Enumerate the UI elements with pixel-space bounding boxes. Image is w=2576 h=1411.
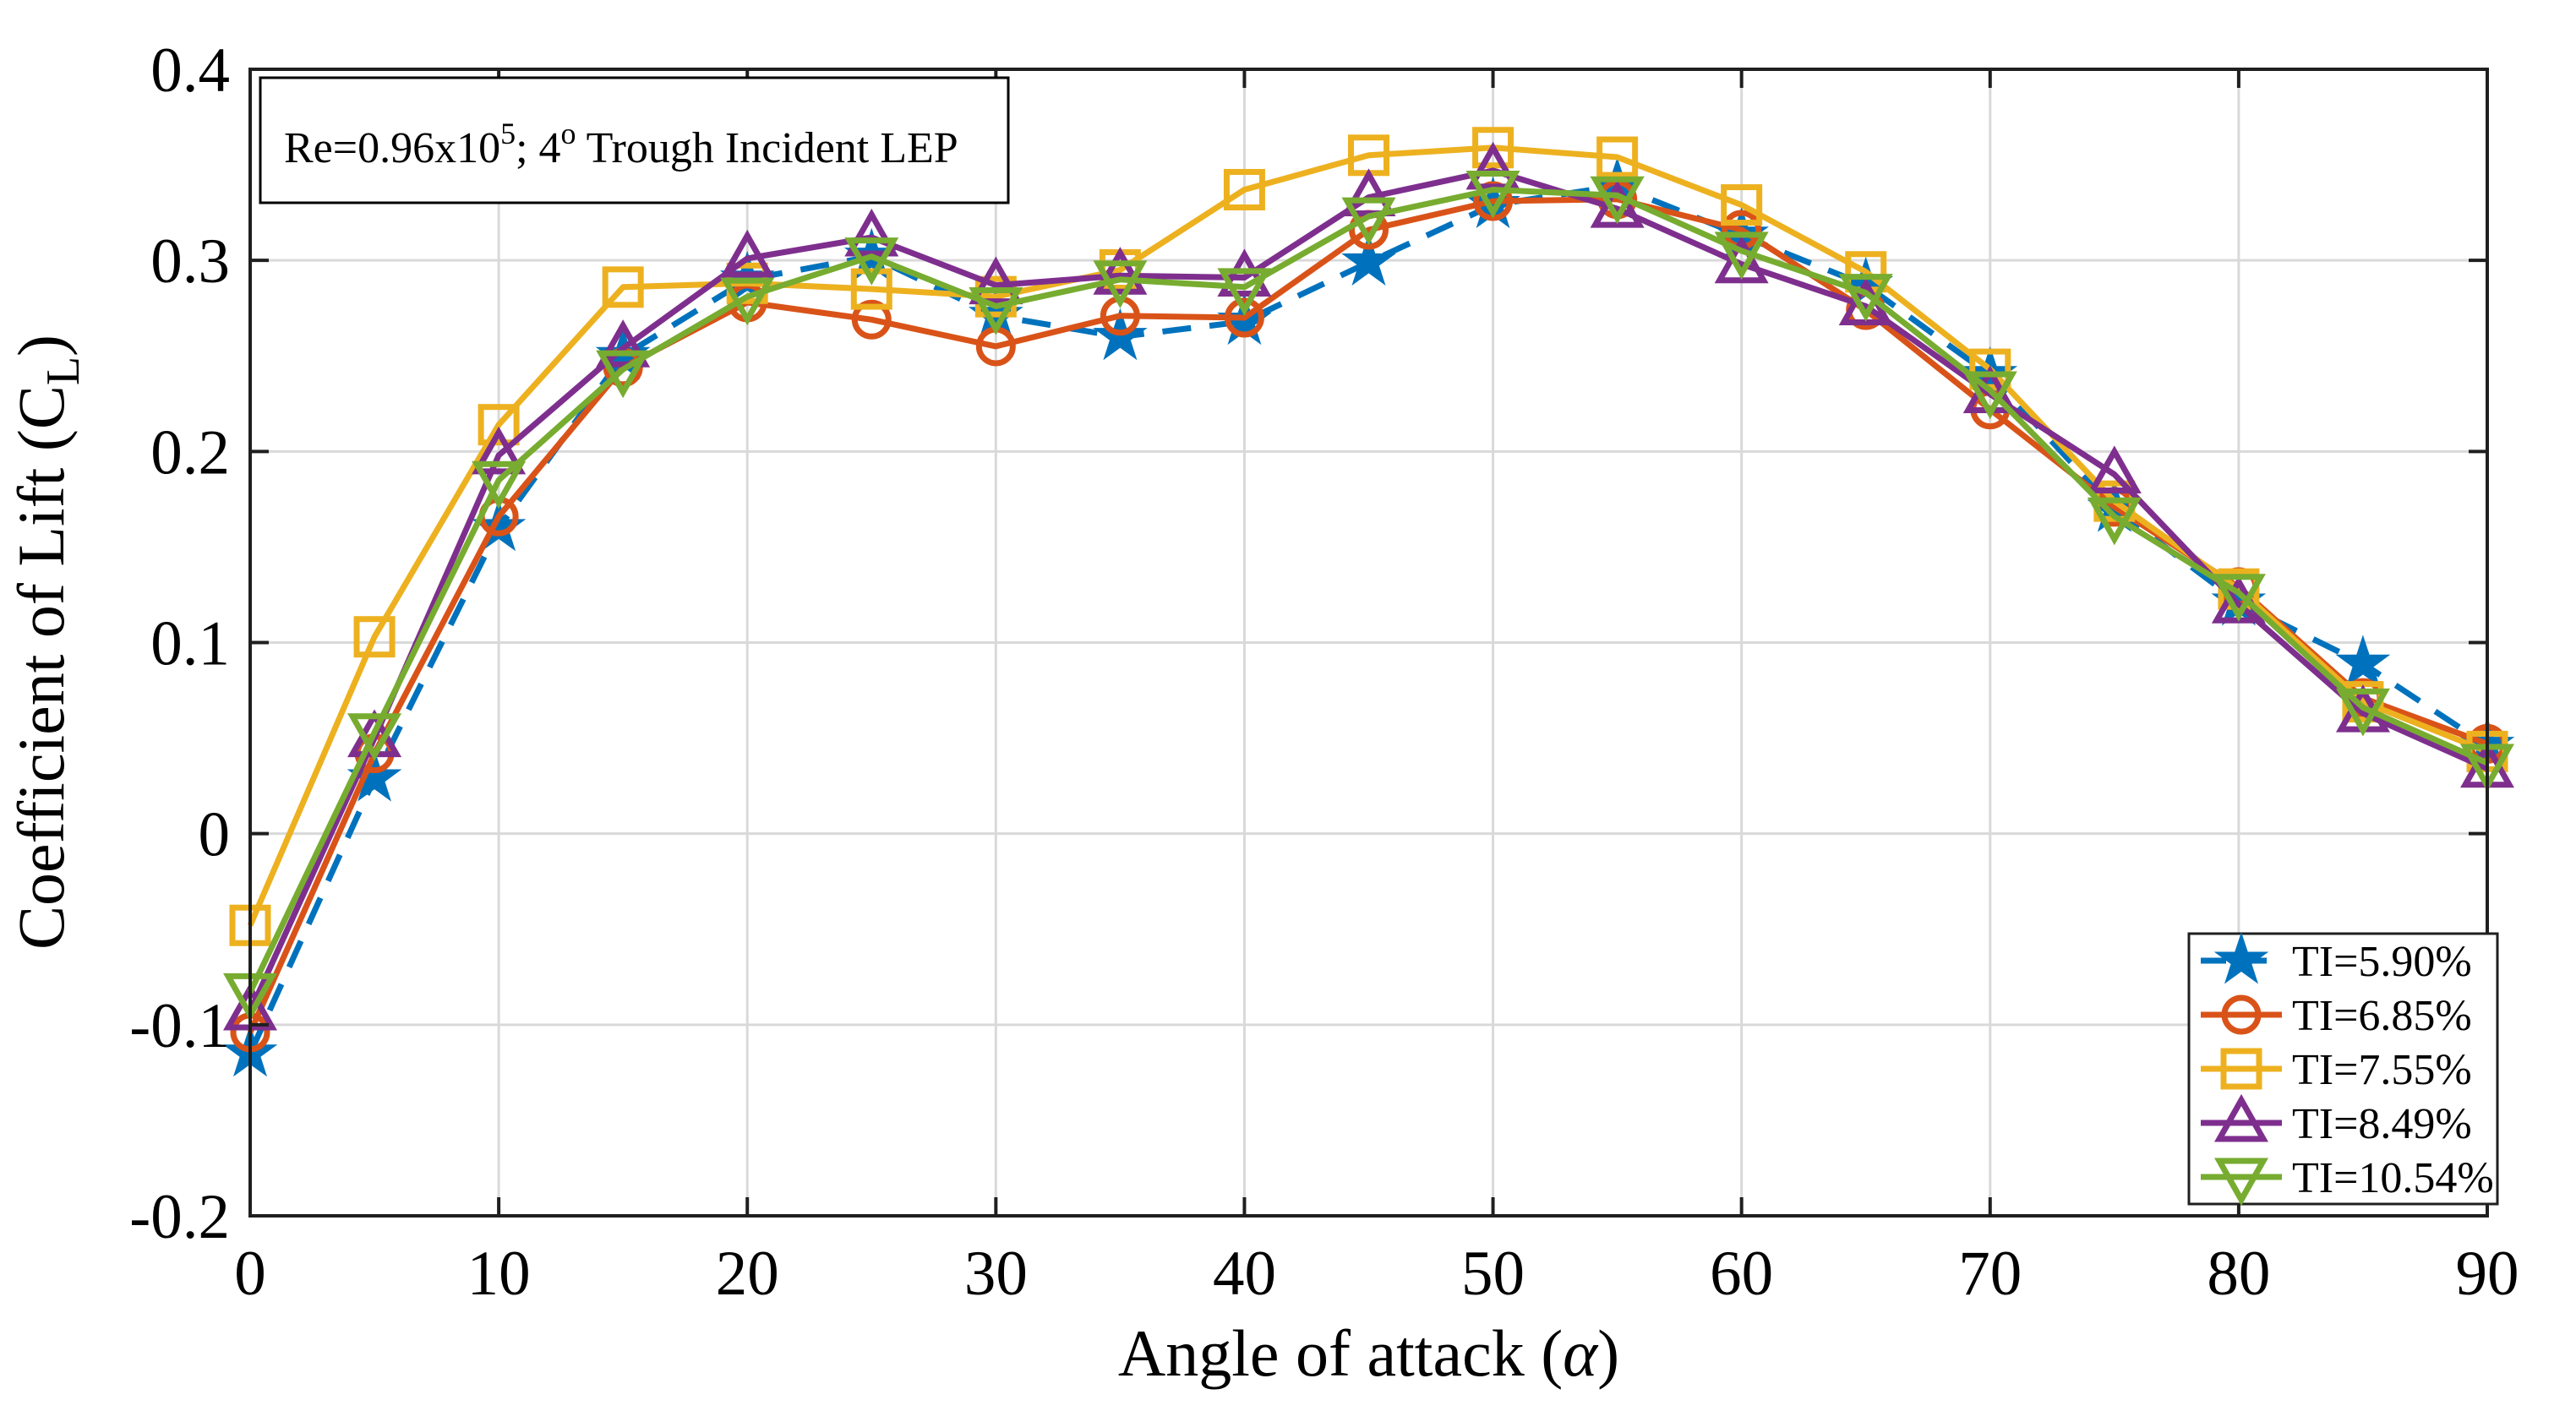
alpha-symbol: α: [1563, 1316, 1599, 1390]
x-tick-label-0: 0: [234, 1239, 266, 1309]
y-tick-label--0.1: -0.1: [129, 991, 230, 1061]
triangle-down-marker: [1838, 274, 1893, 322]
square-marker: [1596, 136, 1639, 178]
legend-label: TI=10.54%: [2292, 1154, 2494, 1202]
square-marker: [1845, 251, 1887, 293]
triangle-down-marker: [844, 237, 899, 286]
y-tick-label-0.4: 0.4: [150, 35, 230, 106]
tick-labels: 0 10 20 30 40 50 60 70 80 90 -0.2 -0.1 0 0.1 0.2 0.3 0.4: [129, 35, 2519, 1309]
triangle-up-marker: [1217, 248, 1272, 297]
triangle-down-marker: [472, 460, 527, 509]
triangle-down-marker: [596, 350, 651, 399]
legend-entry-TI=10.54%: TI=10.54%: [2201, 1154, 2494, 1207]
triangle-up-marker: [1714, 235, 1769, 284]
triangle-down-marker: [2087, 497, 2142, 546]
x-axis-label: Angle of attack (α): [1118, 1316, 1619, 1390]
circle-marker: [1224, 297, 1264, 338]
series-TI=5.90%: [222, 157, 2515, 1077]
annotation-base1: Re=0.96x10: [284, 124, 500, 172]
triangle-down-marker: [1465, 170, 1520, 219]
x-tick-label-20: 20: [716, 1239, 779, 1309]
annotation-base2: ; 4: [516, 124, 560, 172]
x-axis-label-text: Angle of attack (: [1118, 1316, 1563, 1390]
triangle-down-marker: [1714, 232, 1769, 280]
series-layer: [222, 127, 2515, 1077]
triangle-up-marker: [1465, 141, 1520, 190]
annotation-superscript-5: 5: [500, 117, 516, 150]
series-line-TI=8.49%: [247, 167, 2489, 1013]
square-marker: [353, 616, 396, 658]
x-tick-label-70: 70: [1958, 1239, 2022, 1309]
circle-marker: [2221, 994, 2262, 1035]
triangle-down-marker: [1093, 260, 1148, 308]
star-marker: [2335, 635, 2391, 687]
square-marker: [1721, 184, 1763, 226]
star-marker: [2213, 932, 2269, 984]
triangle-down-marker: [2211, 574, 2266, 622]
annotation-base3: Trough Incident LEP: [576, 124, 958, 172]
series-TI=8.49%: [223, 141, 2514, 1031]
x-tick-label-30: 30: [964, 1239, 1028, 1309]
legend-entry-TI=7.55%: TI=7.55%: [2201, 1046, 2472, 1094]
y-tick-label-0.1: 0.1: [150, 609, 230, 679]
y-tick-label-0.3: 0.3: [150, 226, 230, 297]
y-tick-label--0.2: -0.2: [129, 1182, 230, 1252]
legend-label: TI=5.90%: [2292, 938, 2472, 986]
star-marker: [1341, 233, 1396, 286]
x-tick-label-40: 40: [1213, 1239, 1276, 1309]
annotation-degree-superscript: o: [561, 117, 576, 150]
legend-label: TI=7.55%: [2292, 1046, 2472, 1094]
triangle-up-marker: [969, 256, 1023, 305]
y-tick-label-0: 0: [199, 800, 231, 870]
triangle-down-marker: [720, 277, 775, 326]
y-axis-label-close: ): [4, 335, 78, 357]
x-tick-label-50: 50: [1461, 1239, 1525, 1309]
triangle-down-marker: [1962, 371, 2017, 420]
square-marker: [478, 404, 520, 446]
legend-label: TI=8.49%: [2292, 1100, 2472, 1148]
triangle-up-marker: [2214, 1093, 2268, 1142]
triangle-down-marker: [2335, 688, 2390, 737]
annotation-text: Re=0.96x105; 4o Trough Incident LEP: [284, 117, 958, 172]
square-marker: [2220, 1048, 2262, 1090]
x-tick-label-60: 60: [1710, 1239, 1773, 1309]
series-TI=6.85%: [230, 179, 2508, 1053]
triangle-down-marker: [1590, 176, 1645, 225]
legend-entry-TI=5.90%: TI=5.90%: [2201, 932, 2472, 986]
triangle-up-marker: [1093, 247, 1148, 295]
series-TI=10.54%: [223, 170, 2514, 1021]
x-tick-label-80: 80: [2207, 1239, 2270, 1309]
square-marker: [1223, 168, 1265, 210]
triangle-down-marker: [347, 713, 402, 761]
triangle-down-marker: [2214, 1158, 2268, 1207]
square-marker: [850, 268, 892, 310]
legend-entry-TI=6.85%: TI=6.85%: [2201, 992, 2472, 1040]
y-axis-label-subscript: L: [37, 357, 90, 385]
x-tick-label-90: 90: [2456, 1239, 2519, 1309]
annotation-box: [259, 76, 1010, 204]
square-marker: [602, 266, 644, 308]
triangle-up-marker: [2087, 445, 2142, 493]
triangle-down-marker: [969, 286, 1023, 335]
triangle-up-marker: [1590, 179, 1645, 228]
x-tick-label-10: 10: [467, 1239, 531, 1309]
square-marker: [1472, 127, 1514, 169]
triangle-up-marker: [720, 229, 775, 278]
triangle-up-marker: [472, 426, 527, 475]
triangle-up-marker: [596, 319, 651, 368]
triangle-down-marker: [1341, 197, 1396, 246]
y-tick-label-0.2: 0.2: [150, 417, 230, 488]
y-axis-label-text: Coefficient of Lift (C: [4, 385, 78, 950]
legend-label: TI=6.85%: [2292, 992, 2472, 1040]
legend-entry-TI=8.49%: TI=8.49%: [2201, 1093, 2472, 1148]
triangle-up-marker: [844, 208, 899, 257]
x-axis-label-close: ): [1597, 1316, 1619, 1390]
series-line-TI=10.54%: [247, 187, 2489, 994]
y-axis-label: Coefficient of Lift (CL): [4, 335, 90, 950]
series-line-TI=5.90%: [247, 183, 2489, 1055]
triangle-down-marker: [1217, 268, 1272, 316]
circle-marker: [851, 299, 892, 340]
